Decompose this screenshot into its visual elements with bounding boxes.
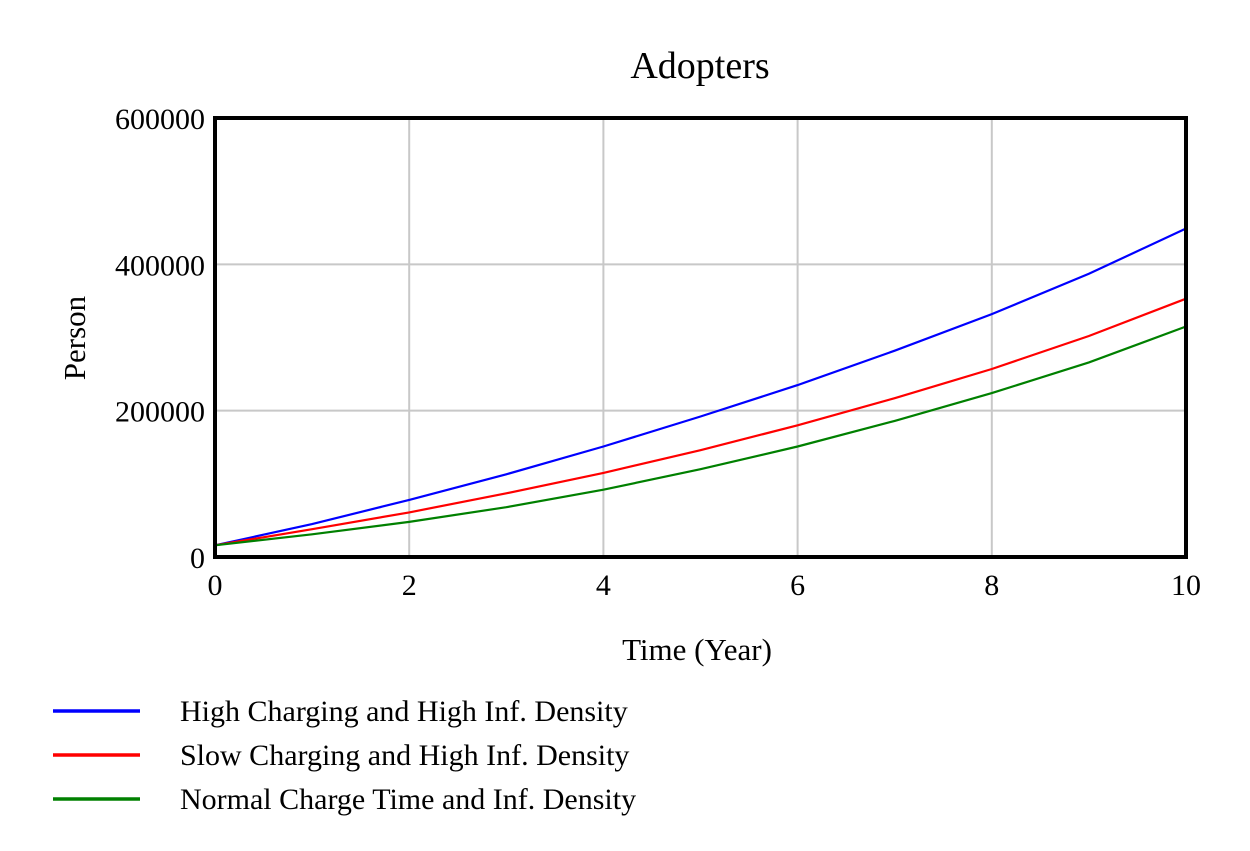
series-line-2 [214,297,1187,547]
y-tick-labels: 0 200000 400000 600000 [115,103,205,575]
legend: High Charging and High Inf. Density Slow … [53,695,636,816]
series-lines [214,227,1187,547]
x-tick-label: 8 [984,569,999,602]
x-tick-label: 4 [596,569,611,602]
x-axis-label: Time (Year) [622,632,772,667]
y-tick-label: 200000 [115,396,205,429]
y-tick-label: 0 [190,542,205,575]
x-tick-labels: 0 2 4 6 8 10 [208,569,1202,602]
series-line-3 [214,325,1187,547]
x-tick-label: 6 [790,569,805,602]
y-axis-label: Person [57,295,92,380]
y-tick-label: 600000 [115,103,205,136]
gridlines [215,118,1186,557]
y-tick-label: 400000 [115,249,205,282]
x-tick-label: 0 [208,569,223,602]
x-tick-label: 10 [1171,569,1201,602]
legend-label-2: Slow Charging and High Inf. Density [180,739,629,772]
series-line-1 [214,227,1187,547]
chart-title: Adopters [630,45,769,87]
legend-label-1: High Charging and High Inf. Density [180,695,628,728]
x-tick-label: 2 [402,569,417,602]
legend-label-3: Normal Charge Time and Inf. Density [180,783,636,816]
plot-frame [213,116,1188,559]
